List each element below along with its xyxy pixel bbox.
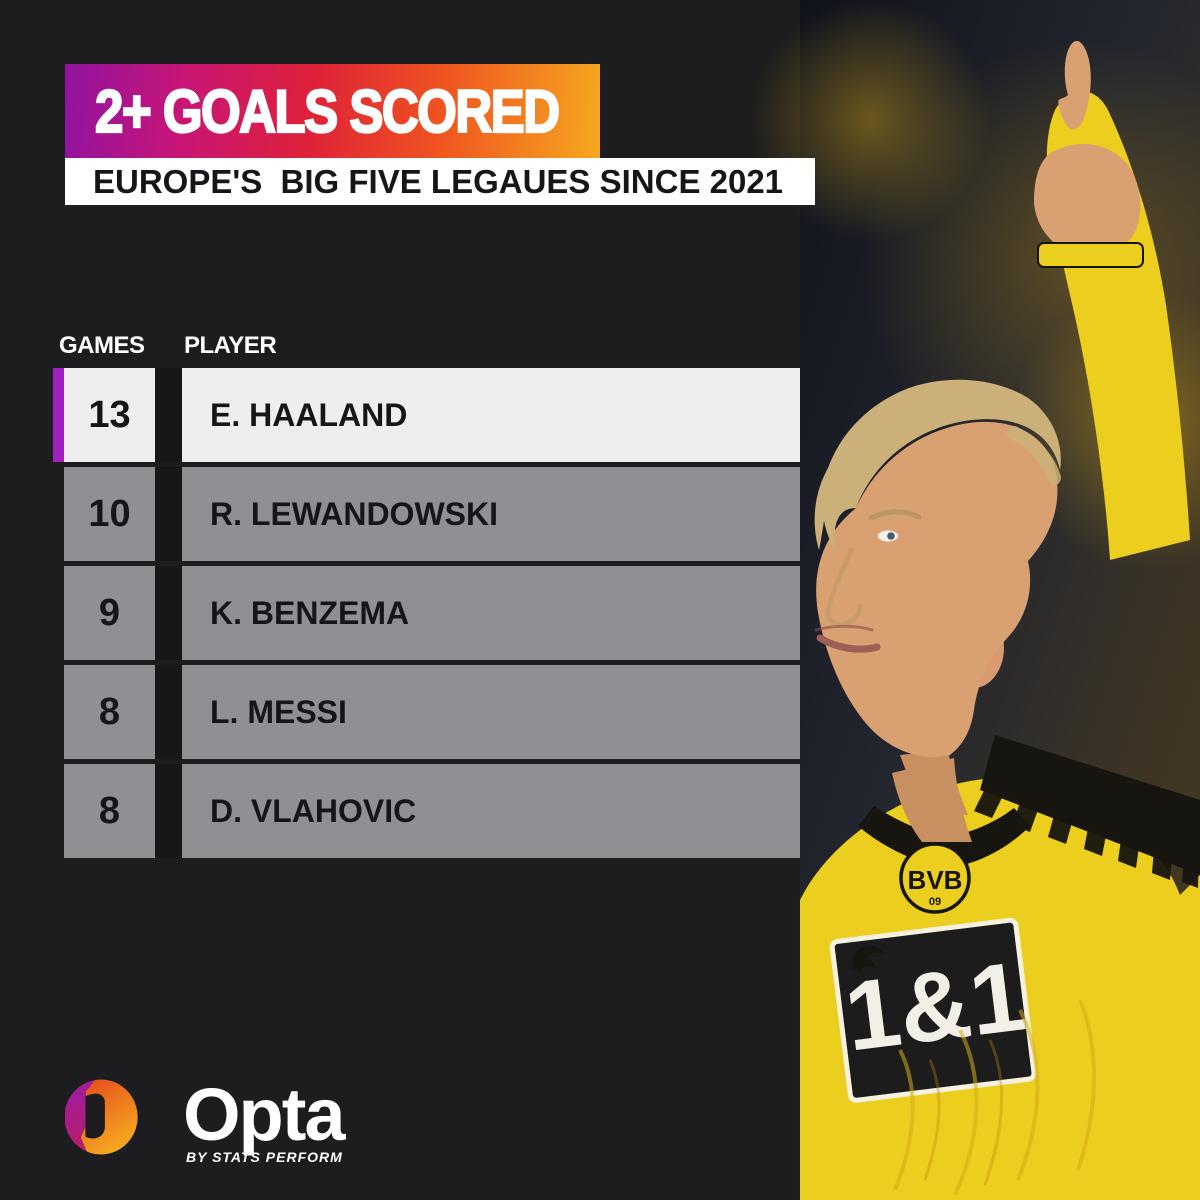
svg-text:BVB: BVB <box>908 865 963 895</box>
svg-text:09: 09 <box>929 896 941 908</box>
